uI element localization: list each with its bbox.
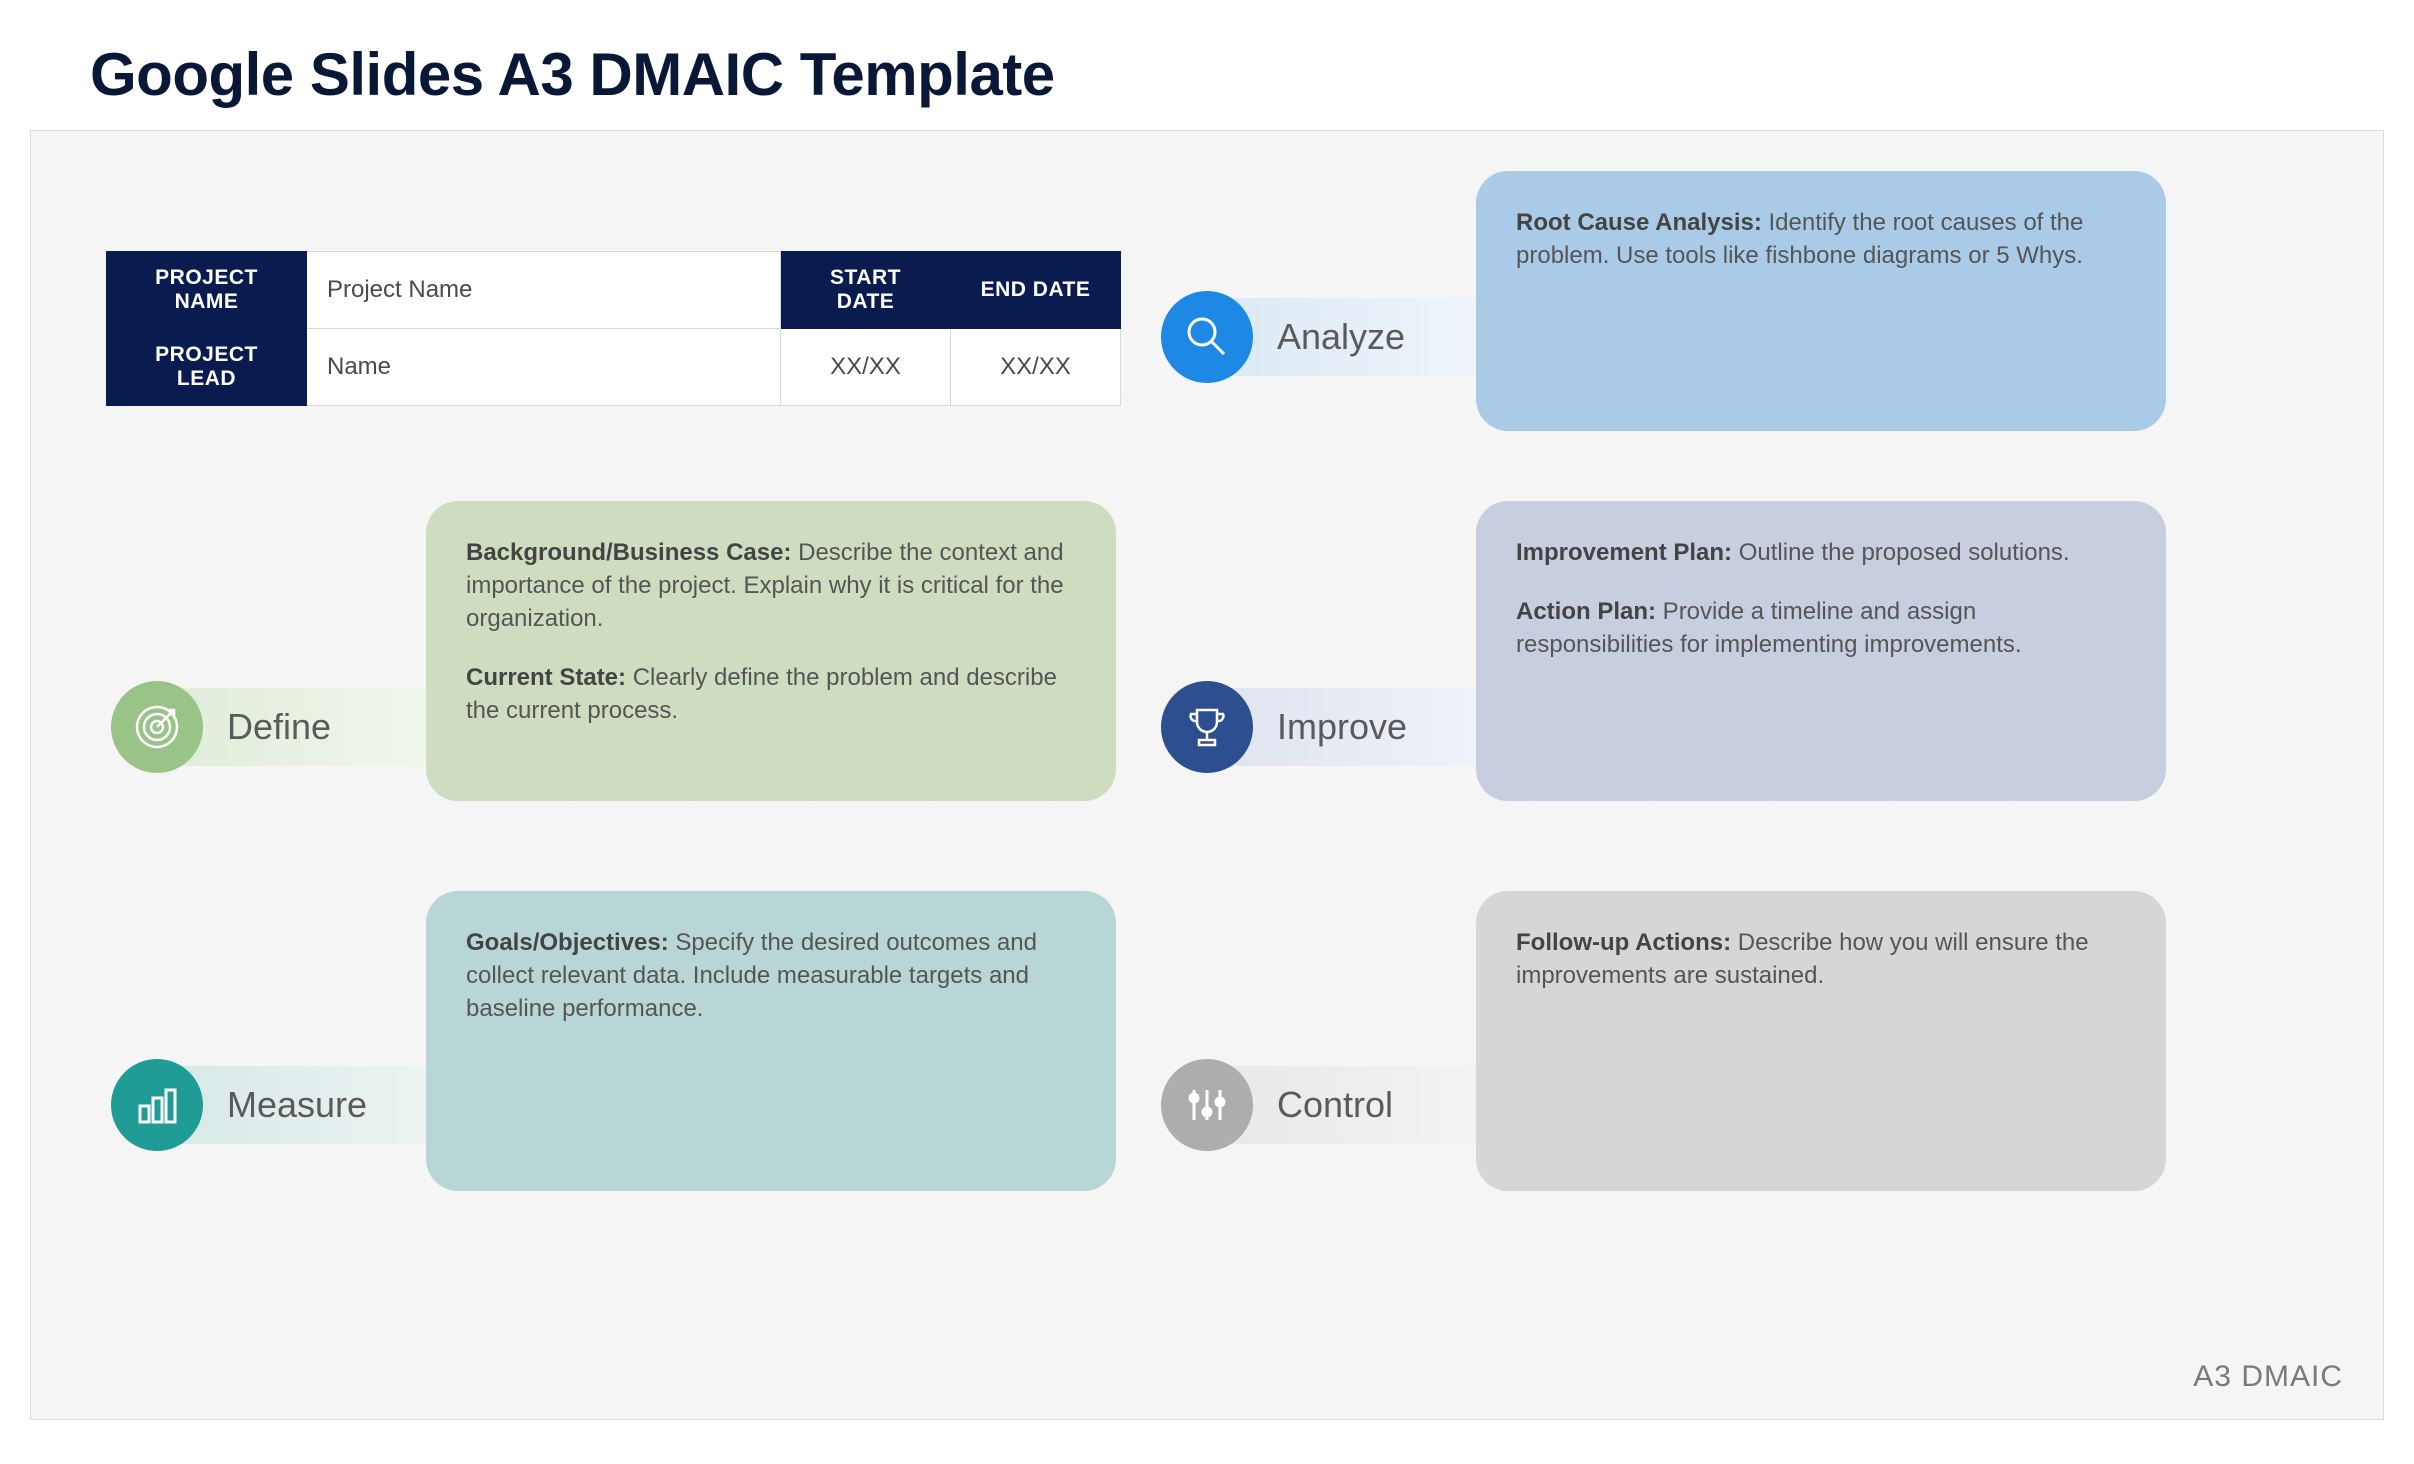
- improve-item: Improvement Plan: Outline the proposed s…: [1516, 536, 2126, 569]
- th-start-date: START DATE: [781, 252, 951, 329]
- analyze-content-box: Root Cause Analysis: Identify the root c…: [1476, 171, 2166, 431]
- magnifier-icon: [1161, 291, 1253, 383]
- section-control: Control: [1161, 1059, 1253, 1151]
- define-item: Current State: Clearly define the proble…: [466, 661, 1076, 727]
- define-content-box: Background/Business Case: Describe the c…: [426, 501, 1116, 801]
- improve-label: Improve: [1277, 706, 1407, 748]
- th-project-lead: PROJECT LEAD: [107, 329, 307, 406]
- th-project-name: PROJECT NAME: [107, 252, 307, 329]
- control-label: Control: [1277, 1084, 1393, 1126]
- improve-item: Action Plan: Provide a timeline and assi…: [1516, 595, 2126, 661]
- trophy-icon: [1161, 681, 1253, 773]
- measure-content-box: Goals/Objectives: Specify the desired ou…: [426, 891, 1116, 1191]
- td-end-date: XX/XX: [951, 329, 1121, 406]
- sliders-icon: [1161, 1059, 1253, 1151]
- define-label: Define: [227, 706, 331, 748]
- section-improve: Improve: [1161, 681, 1253, 773]
- slide-canvas: PROJECT NAME Project Name START DATE END…: [30, 130, 2384, 1420]
- analyze-item: Root Cause Analysis: Identify the root c…: [1516, 206, 2126, 272]
- page-title: Google Slides A3 DMAIC Template: [0, 0, 2414, 139]
- footer-label: A3 DMAIC: [2193, 1360, 2343, 1394]
- define-item: Background/Business Case: Describe the c…: [466, 536, 1076, 635]
- improve-content-box: Improvement Plan: Outline the proposed s…: [1476, 501, 2166, 801]
- td-project-name: Project Name: [307, 252, 781, 329]
- td-lead-name: Name: [307, 329, 781, 406]
- target-icon: [111, 681, 203, 773]
- th-end-date: END DATE: [951, 252, 1121, 329]
- control-item: Follow-up Actions: Describe how you will…: [1516, 926, 2126, 992]
- section-measure: Measure: [111, 1059, 203, 1151]
- measure-label: Measure: [227, 1084, 367, 1126]
- table-row: PROJECT NAME Project Name START DATE END…: [107, 252, 1121, 329]
- table-row: PROJECT LEAD Name XX/XX XX/XX: [107, 329, 1121, 406]
- td-start-date: XX/XX: [781, 329, 951, 406]
- project-info-table: PROJECT NAME Project Name START DATE END…: [106, 251, 1121, 406]
- control-content-box: Follow-up Actions: Describe how you will…: [1476, 891, 2166, 1191]
- bar-chart-icon: [111, 1059, 203, 1151]
- section-define: Define: [111, 681, 203, 773]
- measure-item: Goals/Objectives: Specify the desired ou…: [466, 926, 1076, 1025]
- analyze-label: Analyze: [1277, 316, 1405, 358]
- section-analyze: Analyze: [1161, 291, 1253, 383]
